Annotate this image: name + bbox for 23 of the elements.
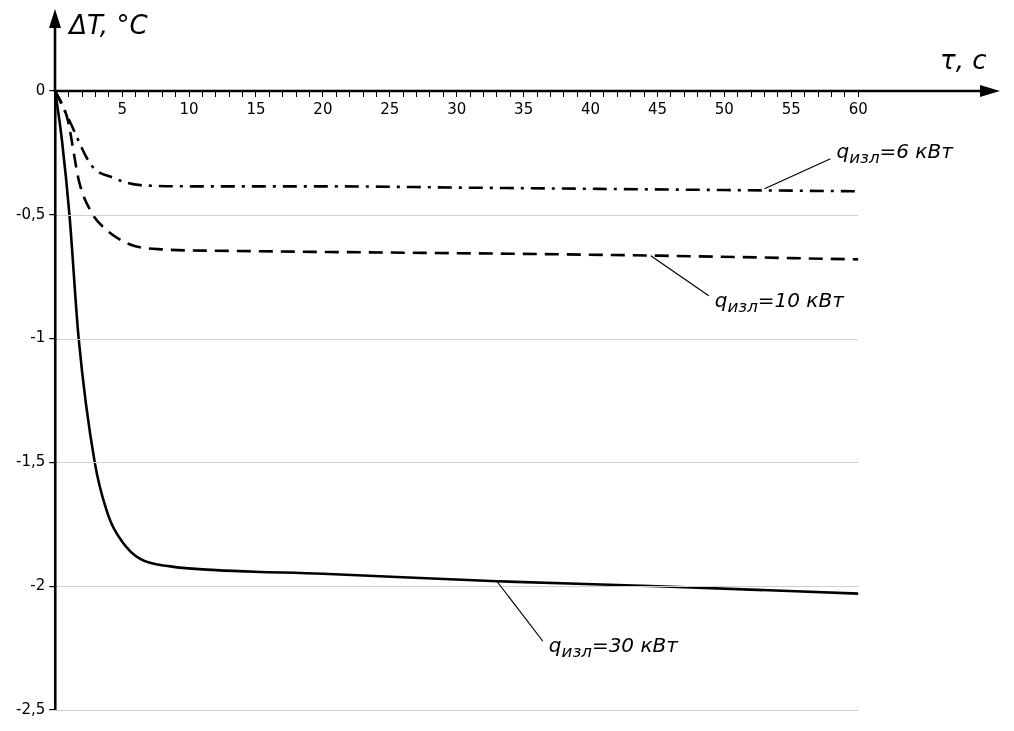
y-tick-label: -0,5 xyxy=(15,204,46,223)
x-tick-label: 20 xyxy=(313,99,333,118)
x-tick-label: 55 xyxy=(781,99,801,118)
y-tick-label: -2 xyxy=(30,576,46,595)
x-tick-label: 25 xyxy=(380,99,400,118)
y-tick-label: -2,5 xyxy=(15,699,46,718)
x-tick-label: 50 xyxy=(714,99,734,118)
x-tick-label: 30 xyxy=(447,99,467,118)
x-tick-label: 5 xyxy=(117,99,127,118)
x-tick-label: 10 xyxy=(179,99,199,118)
x-axis-title: τ, с xyxy=(940,45,987,77)
y-tick-label: 0 xyxy=(35,80,46,99)
annotation: q$_{изл}$=10 кВт xyxy=(714,287,844,317)
x-tick-label: 35 xyxy=(514,99,534,118)
x-tick-label: 15 xyxy=(246,99,266,118)
y-tick-label: -1 xyxy=(30,328,46,347)
x-tick-label: 45 xyxy=(647,99,667,118)
x-tick-label: 60 xyxy=(848,99,868,118)
y-axis-title: ΔT, °C xyxy=(69,10,148,42)
y-tick-label: -1,5 xyxy=(15,452,46,471)
annotation: q$_{изл}$=6 кВт xyxy=(836,138,953,168)
annotation: q$_{изл}$=30 кВт xyxy=(548,633,678,663)
x-tick-label: 40 xyxy=(581,99,601,118)
